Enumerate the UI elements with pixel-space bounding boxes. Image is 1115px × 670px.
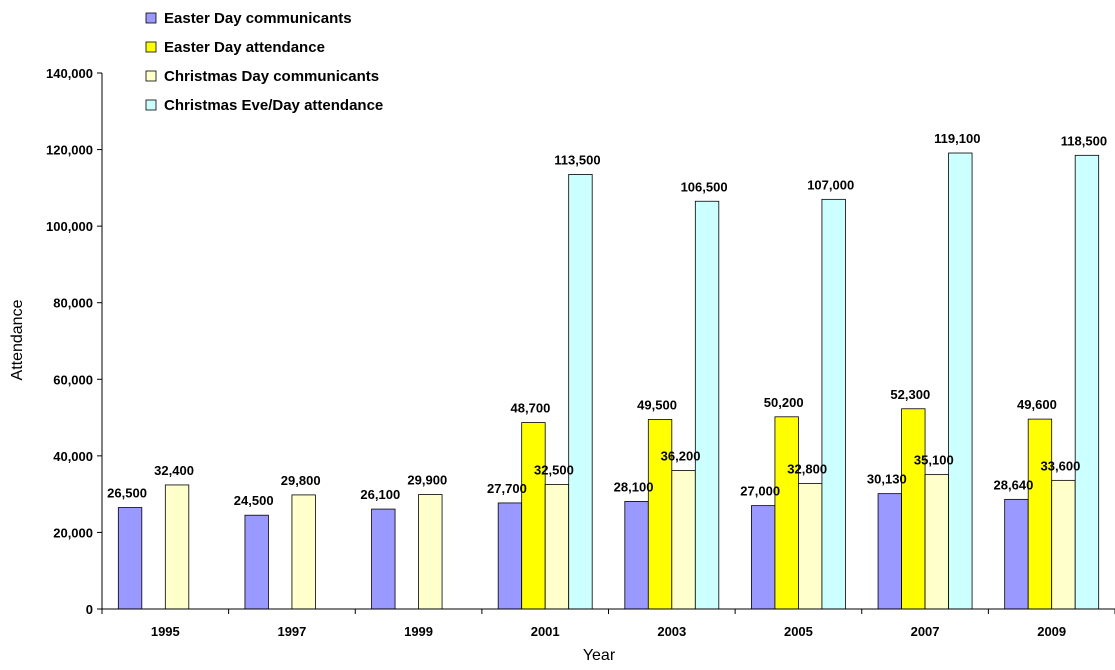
legend-label: Easter Day communicants (164, 10, 352, 27)
bar (568, 174, 593, 610)
x-axis-title: Year (583, 647, 616, 664)
data-label: 28,640 (994, 477, 1034, 492)
bar (544, 484, 570, 610)
bar (371, 508, 396, 610)
data-label: 29,800 (281, 473, 321, 488)
x-tick-label: 1995 (151, 624, 180, 639)
data-label: 26,100 (360, 487, 400, 502)
data-label: 107,000 (807, 177, 854, 192)
legend-swatch (145, 99, 157, 111)
x-tick-label: 1999 (404, 624, 433, 639)
axes (101, 73, 1115, 610)
bar (164, 484, 190, 610)
y-tick-label: 120,000 (46, 143, 93, 158)
bar (751, 505, 776, 610)
data-labels: 26,500 24,500 26,100 27,700 28,100 27,000 30,1… (107, 131, 1107, 508)
legend-swatch (145, 41, 157, 53)
data-label: 32,500 (534, 463, 574, 478)
bar (798, 483, 823, 610)
data-label: 32,800 (787, 461, 827, 476)
data-label: 49,600 (1017, 397, 1057, 412)
data-label: 32,400 (154, 463, 194, 478)
data-label: 27,700 (487, 481, 527, 496)
bar (821, 198, 846, 610)
bar (624, 501, 649, 610)
bars (117, 152, 1100, 610)
data-label: 35,100 (914, 453, 954, 468)
bar (774, 416, 799, 610)
bar (877, 493, 902, 610)
data-label: 52,300 (890, 387, 930, 402)
data-label: 119,100 (934, 131, 980, 146)
data-label: 28,100 (614, 479, 654, 494)
data-label: 48,700 (511, 401, 551, 416)
legend-label: Christmas Eve/Day attendance (164, 97, 383, 114)
data-label: 33,600 (1041, 458, 1081, 473)
data-label: 113,500 (554, 152, 600, 167)
x-tick-label: 1997 (277, 624, 306, 639)
y-tick-label: 140,000 (46, 66, 93, 81)
bar (521, 422, 546, 610)
bar (1074, 154, 1100, 610)
legend-swatch (145, 70, 157, 82)
y-tick-label: 60,000 (53, 372, 93, 387)
y-tick-label: 20,000 (53, 525, 93, 540)
y-axis-title: Attendance (9, 299, 26, 380)
bar (1051, 479, 1076, 610)
legend: Easter Day communicants Easter Day attend… (145, 10, 383, 114)
legend-label: Easter Day attendance (164, 39, 325, 56)
y-tick-label: 100,000 (46, 219, 93, 234)
bar (671, 470, 696, 610)
data-label: 30,130 (867, 472, 907, 487)
bar (418, 494, 443, 610)
data-label: 50,200 (764, 395, 804, 410)
bar (694, 200, 720, 610)
x-tick-label: 2003 (657, 624, 686, 639)
x-tick-label: 2001 (531, 624, 560, 639)
y-axis-ticks: 0 20,000 40,000 60,000 80,000 100,000 120,000 1… (46, 66, 102, 617)
bar (117, 507, 143, 610)
y-tick-label: 80,000 (53, 296, 93, 311)
bar (1004, 498, 1029, 610)
bar (948, 152, 973, 610)
bar (244, 514, 269, 610)
data-label: 36,200 (661, 448, 701, 463)
data-label: 118,500 (1061, 133, 1107, 148)
x-tick-label: 2009 (1037, 624, 1066, 639)
data-label: 24,500 (234, 493, 274, 508)
x-tick-label: 2005 (784, 624, 813, 639)
data-label: 27,000 (740, 484, 780, 499)
legend-label: Christmas Day communicants (164, 68, 379, 85)
bar (1027, 418, 1053, 610)
bar (291, 494, 316, 610)
bar (497, 502, 523, 610)
data-label: 26,500 (107, 486, 147, 501)
y-tick-label: 40,000 (53, 449, 93, 464)
legend-swatch (145, 12, 157, 24)
y-tick-label: 0 (86, 602, 93, 617)
x-tick-label: 2007 (911, 624, 940, 639)
x-axis-ticks: 1995 1997 1999 2001 2003 2005 2007 2009 (101, 609, 1115, 639)
data-label: 29,900 (407, 473, 447, 488)
data-label: 49,500 (637, 397, 677, 412)
bar (901, 408, 926, 610)
data-label: 106,500 (681, 179, 728, 194)
bar (924, 474, 949, 610)
